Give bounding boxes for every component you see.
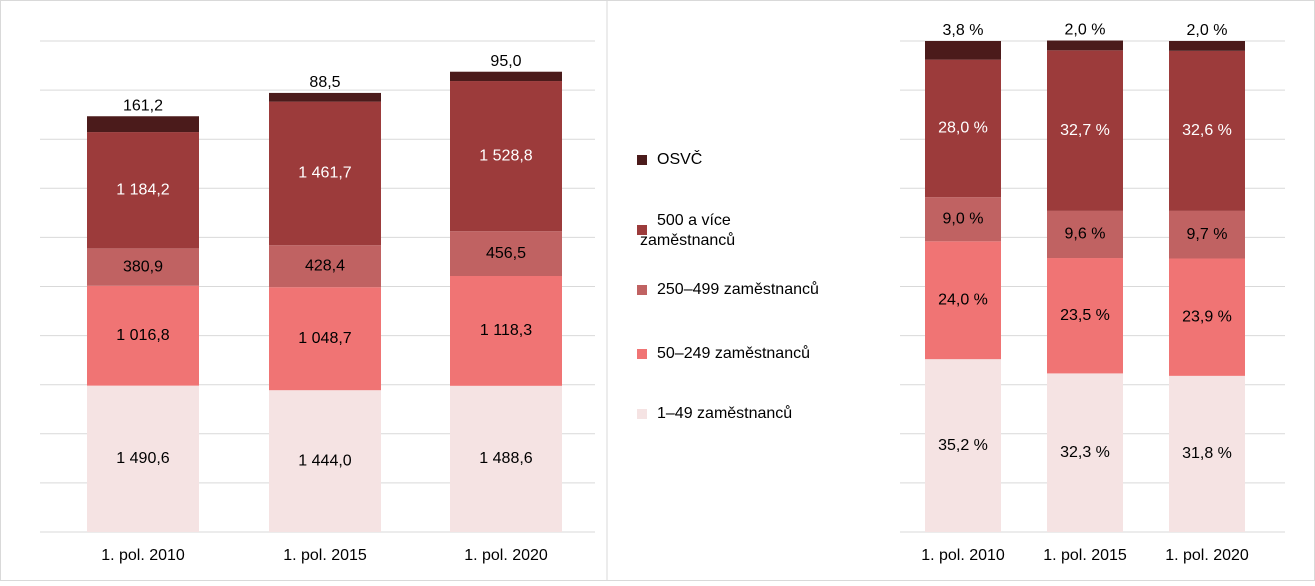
bar-segment [925,359,1001,532]
bar-segment [269,92,381,102]
data-label: 161,2 [123,97,163,114]
bar-segment [450,385,562,532]
bar-segment [925,241,1001,360]
data-label: 3,8 % [943,22,984,39]
legend-swatch [637,285,647,295]
legend-label: 1–49 zaměstnanců [657,404,792,422]
legend-swatch [637,409,647,419]
data-label: 2,0 % [1187,22,1228,39]
legend-line: 500 a více [657,212,731,229]
legend-label: 500 a více zaměstnanců [640,212,735,249]
x-tick-label: 1. pol. 2015 [1043,547,1127,564]
bar-segment [269,390,381,532]
bar-segment [925,197,1001,242]
bar-segment [87,385,199,532]
bar-segment [450,81,562,232]
data-label: 1 461,7 [298,165,351,182]
data-label: 380,9 [123,258,163,275]
bar-segment [1047,258,1123,374]
bar-segment [1047,40,1123,51]
bar-segment [1169,41,1245,51]
data-label: 1 490,6 [116,450,169,467]
bar-segment [87,248,199,286]
legend-line: zaměstnanců [640,231,735,249]
data-label: 428,4 [305,257,345,274]
bar-segment [1169,258,1245,376]
x-tick-label: 1. pol. 2020 [464,547,548,564]
bar-segment [450,71,562,82]
data-label: 1 016,8 [116,327,169,344]
data-label: 24,0 % [938,291,988,308]
bar-segment [450,276,562,386]
data-label: 1 488,6 [479,450,532,467]
data-label: 35,2 % [938,437,988,454]
data-label: 9,7 % [1187,226,1228,243]
data-label: 32,3 % [1060,444,1110,461]
bar-segment [1047,50,1123,211]
data-label: 1 444,0 [298,452,351,469]
bar-segment [1047,373,1123,532]
bar-segment [1169,210,1245,259]
bar-segment [87,285,199,386]
data-label: 1 528,8 [479,147,532,164]
legend-label: OSVČ [657,149,702,168]
legend-swatch [637,155,647,165]
x-tick-label: 1. pol. 2020 [1165,547,1249,564]
bar-segment [925,41,1001,60]
data-label: 1 118,3 [480,322,532,339]
bar-segment [1047,210,1123,259]
data-label: 32,6 % [1182,122,1232,139]
data-label: 1 048,7 [298,330,351,347]
bar-segment [1169,375,1245,532]
bar-segment [925,59,1001,198]
data-label: 32,7 % [1060,122,1110,139]
bar-segment [269,101,381,246]
data-label: 456,5 [486,245,526,262]
data-label: 95,0 [490,53,521,70]
bar-segment [269,287,381,391]
x-tick-label: 1. pol. 2015 [283,547,367,564]
data-label: 2,0 % [1065,22,1106,39]
data-label: 88,5 [309,74,340,91]
x-tick-label: 1. pol. 2010 [101,547,185,564]
data-label: 23,5 % [1060,307,1110,324]
bar-segment [87,132,199,249]
legend-swatch [637,225,647,235]
legend-label: 50–249 zaměstnanců [657,344,810,362]
data-label: 23,9 % [1182,308,1232,325]
data-label: 9,0 % [943,210,984,227]
data-label: 1 184,2 [116,181,169,198]
bar-segment [269,245,381,288]
x-tick-label: 1. pol. 2010 [921,547,1005,564]
bar-segment [1169,50,1245,211]
data-label: 31,8 % [1182,445,1232,462]
data-label: 9,6 % [1065,226,1106,243]
legend-label: 250–499 zaměstnanců [657,280,819,298]
data-label: 28,0 % [938,120,988,137]
bar-segment [450,231,562,277]
bar-segment [87,116,199,133]
legend-swatch [637,349,647,359]
